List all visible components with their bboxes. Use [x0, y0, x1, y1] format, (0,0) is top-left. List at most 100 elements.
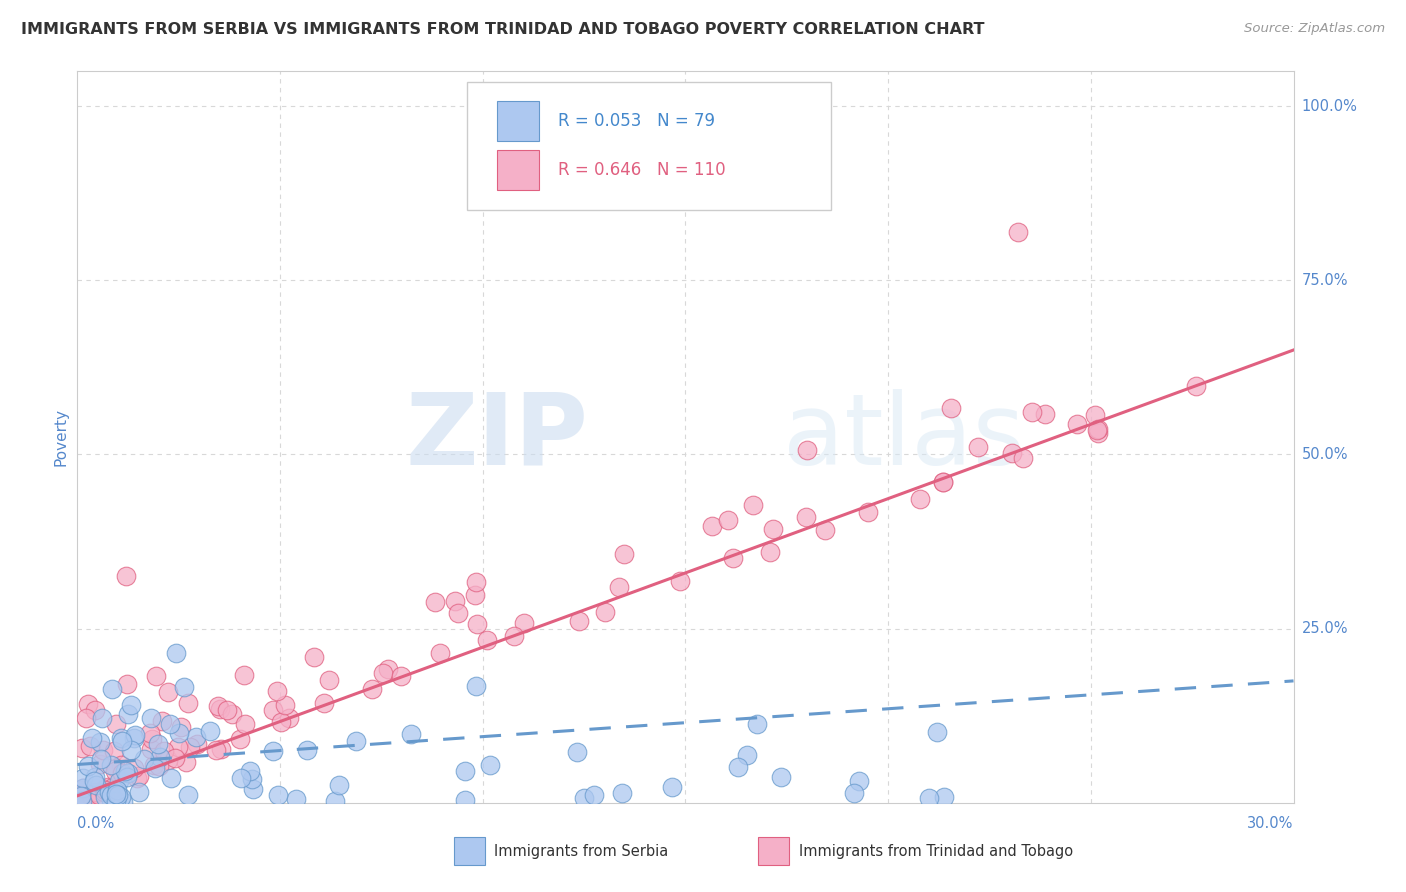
- Point: [100, 793, 122, 807]
- Point: [814, 523, 837, 537]
- Text: Immigrants from Trinidad and Tobago: Immigrants from Trinidad and Tobago: [799, 844, 1073, 859]
- Point: [762, 522, 785, 536]
- Point: [160, 772, 183, 786]
- Point: [70, 789, 93, 803]
- Point: [142, 758, 165, 772]
- Point: [931, 475, 953, 489]
- Point: [98, 785, 121, 799]
- Point: [115, 770, 138, 784]
- Point: [117, 707, 139, 722]
- Point: [572, 790, 595, 805]
- Point: [83, 787, 105, 801]
- Point: [146, 738, 169, 752]
- Point: [110, 758, 132, 772]
- Point: [447, 606, 470, 620]
- Point: [502, 629, 524, 643]
- Point: [93, 782, 115, 797]
- Point: [167, 739, 190, 754]
- Point: [169, 720, 191, 734]
- Point: [737, 748, 759, 763]
- Point: [454, 764, 477, 778]
- Point: [79, 739, 101, 753]
- Point: [134, 752, 156, 766]
- Point: [465, 680, 488, 694]
- Point: [925, 725, 948, 739]
- Point: [70, 788, 93, 802]
- Point: [371, 666, 394, 681]
- Point: [83, 773, 105, 788]
- Point: [70, 782, 93, 797]
- Point: [104, 764, 127, 778]
- Point: [122, 761, 145, 775]
- Point: [759, 544, 782, 558]
- Point: [115, 677, 138, 691]
- Point: [76, 697, 98, 711]
- Point: [513, 615, 536, 630]
- Text: 0.0%: 0.0%: [77, 816, 114, 831]
- Point: [124, 728, 146, 742]
- Text: Immigrants from Serbia: Immigrants from Serbia: [495, 844, 669, 859]
- Text: 75.0%: 75.0%: [1302, 273, 1348, 288]
- Point: [1084, 408, 1107, 422]
- Point: [304, 650, 326, 665]
- Point: [128, 785, 150, 799]
- FancyBboxPatch shape: [467, 82, 831, 211]
- Point: [344, 734, 367, 748]
- Point: [747, 717, 769, 731]
- Point: [80, 731, 103, 745]
- Point: [567, 745, 589, 759]
- Point: [76, 711, 98, 725]
- Point: [115, 569, 138, 583]
- Point: [97, 780, 120, 794]
- Point: [932, 475, 955, 490]
- Point: [1066, 417, 1088, 432]
- Text: 100.0%: 100.0%: [1302, 99, 1358, 113]
- Point: [153, 744, 176, 758]
- Point: [76, 758, 98, 772]
- Point: [207, 698, 229, 713]
- Point: [110, 789, 132, 804]
- Point: [91, 711, 114, 725]
- Point: [454, 792, 477, 806]
- Point: [966, 440, 988, 454]
- Point: [274, 698, 297, 713]
- Point: [70, 793, 93, 807]
- Point: [156, 753, 179, 767]
- Point: [312, 696, 335, 710]
- Point: [100, 757, 122, 772]
- Point: [72, 780, 94, 795]
- Point: [105, 787, 128, 801]
- Text: R = 0.053   N = 79: R = 0.053 N = 79: [558, 112, 714, 130]
- Point: [177, 788, 200, 802]
- Point: [167, 725, 190, 739]
- Point: [1185, 379, 1208, 393]
- Point: [318, 673, 340, 687]
- Point: [120, 743, 142, 757]
- Point: [465, 574, 488, 589]
- Point: [1085, 423, 1108, 437]
- Point: [568, 614, 591, 628]
- Text: R = 0.646   N = 110: R = 0.646 N = 110: [558, 161, 725, 179]
- FancyBboxPatch shape: [496, 150, 540, 190]
- Point: [465, 616, 488, 631]
- Point: [769, 770, 792, 784]
- Point: [101, 682, 124, 697]
- Point: [94, 790, 117, 805]
- Point: [727, 760, 749, 774]
- Point: [721, 551, 744, 566]
- Point: [105, 782, 128, 797]
- Point: [1001, 446, 1024, 460]
- Point: [111, 733, 134, 747]
- Point: [72, 794, 94, 808]
- Point: [139, 725, 162, 739]
- FancyBboxPatch shape: [496, 101, 540, 141]
- Point: [72, 741, 94, 756]
- Point: [262, 703, 284, 717]
- Point: [93, 785, 115, 799]
- Point: [610, 786, 633, 800]
- Point: [613, 547, 636, 561]
- Point: [84, 785, 107, 799]
- Point: [1021, 405, 1043, 419]
- Point: [114, 764, 136, 778]
- Point: [117, 765, 139, 780]
